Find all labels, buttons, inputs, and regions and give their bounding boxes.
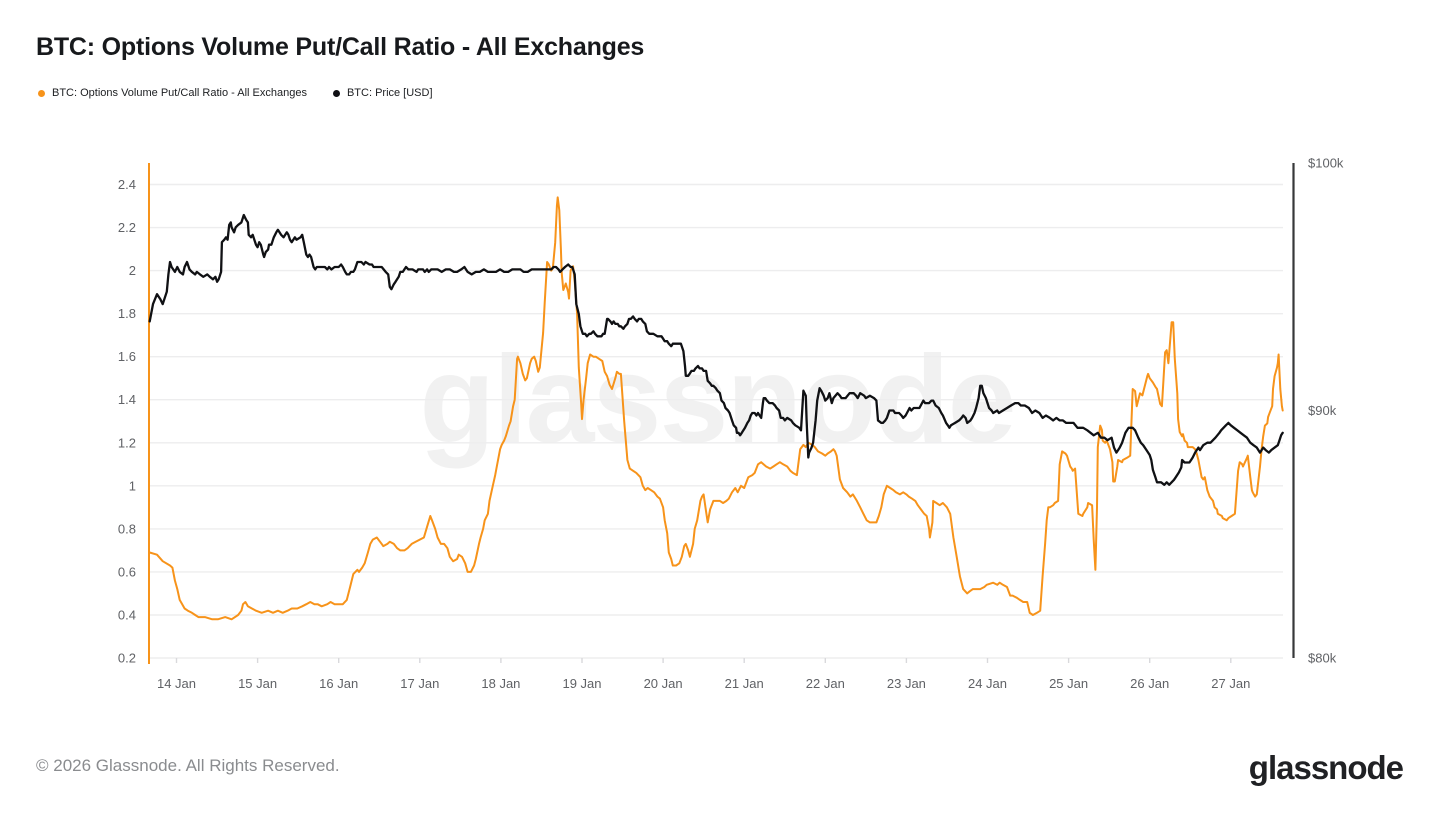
x-axis-label: 21 Jan bbox=[725, 676, 764, 691]
x-axis-label: 25 Jan bbox=[1049, 676, 1088, 691]
y-axis-label-left: 2.4 bbox=[118, 177, 136, 192]
x-axis-label: 17 Jan bbox=[400, 676, 439, 691]
page-title: BTC: Options Volume Put/Call Ratio - All… bbox=[36, 33, 645, 61]
y-axis-label-left: 0.2 bbox=[118, 651, 136, 666]
legend-label-ratio: BTC: Options Volume Put/Call Ratio - All… bbox=[52, 87, 307, 99]
y-axis-label-right: $80k bbox=[1308, 651, 1337, 666]
y-axis-label-right: $100k bbox=[1308, 156, 1344, 171]
y-axis-label-left: 2.2 bbox=[118, 220, 136, 235]
price-series-line bbox=[148, 213, 1284, 486]
x-axis-label: 14 Jan bbox=[157, 676, 196, 691]
x-axis-label: 27 Jan bbox=[1211, 676, 1250, 691]
x-axis-label: 24 Jan bbox=[968, 676, 1007, 691]
legend-item-ratio[interactable]: BTC: Options Volume Put/Call Ratio - All… bbox=[38, 87, 307, 99]
legend-item-price[interactable]: BTC: Price [USD] bbox=[332, 87, 433, 99]
y-axis-label-left: 0.8 bbox=[118, 521, 136, 536]
x-axis-label: 23 Jan bbox=[887, 676, 926, 691]
y-axis-label-left: 0.4 bbox=[118, 607, 136, 622]
y-axis-label-left: 1.4 bbox=[118, 392, 136, 407]
y-axis-label-left: 1.2 bbox=[118, 435, 136, 450]
y-axis-label-left: 1 bbox=[129, 478, 136, 493]
x-axis-label: 16 Jan bbox=[319, 676, 358, 691]
legend-marker-ratio-icon bbox=[38, 89, 45, 97]
y-axis-label-right: $90k bbox=[1308, 403, 1337, 418]
x-axis-label: 20 Jan bbox=[644, 676, 683, 691]
x-axis-label: 22 Jan bbox=[806, 676, 845, 691]
y-axis-label-left: 1.6 bbox=[118, 349, 136, 364]
x-axis-label: 15 Jan bbox=[238, 676, 277, 691]
y-axis-label-left: 1.8 bbox=[118, 306, 136, 321]
legend-marker-price-icon bbox=[332, 89, 340, 97]
glassnode-logo[interactable]: glassnode bbox=[1248, 749, 1404, 786]
x-axis-label: 26 Jan bbox=[1130, 676, 1169, 691]
x-axis-label: 18 Jan bbox=[481, 676, 520, 691]
y-axis-label-left: 2 bbox=[129, 263, 136, 278]
legend: BTC: Options Volume Put/Call Ratio - All… bbox=[38, 87, 433, 99]
x-axis-label: 19 Jan bbox=[562, 676, 601, 691]
ratio-series-line bbox=[148, 196, 1284, 621]
legend-label-price: BTC: Price [USD] bbox=[346, 87, 433, 99]
y-axis-label-left: 0.6 bbox=[118, 564, 136, 579]
footer-copyright: © 2026 Glassnode. All Rights Reserved. bbox=[36, 756, 340, 775]
